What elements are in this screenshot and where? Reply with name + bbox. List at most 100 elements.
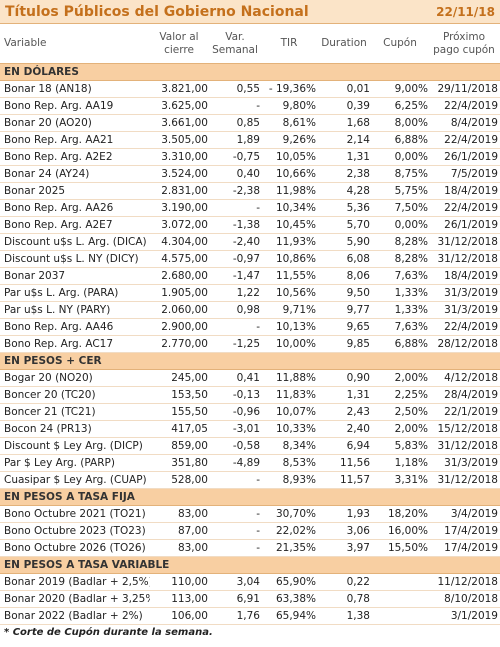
table-row: Bonar 20 (AO20) 3.661,00 0,85 8,61% 1,68 8,00… [0, 115, 500, 132]
cell: 3/1/2019 [450, 610, 498, 622]
cell: Bono Rep. Arg. AA46 [4, 321, 114, 333]
cell: - 19,36% [268, 83, 316, 95]
cell: 6,88% [394, 338, 428, 350]
cell: 9,50 [346, 287, 370, 299]
table-row: Bonar 2037 2.680,00 -1,47 11,55% 8,06 7,63% 18… [0, 268, 500, 285]
cell: 11,57 [339, 474, 370, 486]
section-header: EN DÓLARES [0, 64, 500, 81]
cell: -3,01 [232, 423, 260, 435]
cell: 6,94 [346, 440, 370, 452]
cell: 351,80 [171, 457, 208, 469]
cell: 22/1/2019 [444, 406, 498, 418]
header-row: Variable Valor al cierre Var. Semanal TIR Du… [0, 24, 500, 64]
table-row: Discount u$s L. NY (DICY) 4.575,00 -0,97 10… [0, 251, 500, 268]
cell: Par u$s L. NY (PARY) [4, 304, 111, 316]
table-row: Cuasipar $ Ley Arg. (CUAP) 528,00 - 8,93% 11… [0, 472, 500, 489]
cell: 528,00 [171, 474, 208, 486]
cell: 0,40 [236, 168, 260, 180]
cell: 1.905,00 [161, 287, 208, 299]
cell: 6,08 [346, 253, 370, 265]
cell: 2.060,00 [161, 304, 208, 316]
column-header: Próximo pago cupón [433, 30, 495, 56]
cell: 8,34% [282, 440, 316, 452]
table-row: Par u$s L. Arg. (PARA) 1.905,00 1,22 10,56%… [0, 285, 500, 302]
cell: 9,85 [346, 338, 370, 350]
cell: 0,78 [346, 593, 370, 605]
cell: 18/4/2019 [444, 270, 498, 282]
cell: 0,85 [236, 117, 260, 129]
cell: 10,66% [275, 168, 316, 180]
cell: 4.304,00 [161, 236, 208, 248]
cell: 1,22 [236, 287, 260, 299]
footnote: * Corte de Cupón durante la semana. [4, 627, 213, 638]
cell: 0,41 [236, 372, 260, 384]
cell: - [256, 508, 260, 520]
cell: 31/3/2019 [444, 457, 498, 469]
cell: 3.310,00 [161, 151, 208, 163]
column-header: TIR [280, 37, 298, 49]
cell: Discount u$s L. Arg. (DICA) [4, 236, 147, 248]
title: Títulos Públicos del Gobierno Nacional [5, 3, 309, 20]
cell: -0,75 [232, 151, 260, 163]
title-bar: Títulos Públicos del Gobierno Nacional 2… [0, 0, 500, 24]
cell: Bono Rep. Arg. AC17 [4, 338, 114, 350]
cell: 28/12/2018 [437, 338, 498, 350]
cell: 4/12/2018 [444, 372, 498, 384]
cell: Bonar 2022 (Badlar + 2%) [4, 610, 143, 622]
cell: 10,45% [275, 219, 316, 231]
cell: 0,00% [394, 151, 428, 163]
cell: 11,55% [275, 270, 316, 282]
table-row: Par $ Ley Arg. (PARP) 351,80 -4,89 8,53% 11,… [0, 455, 500, 472]
cell: 113,00 [171, 593, 208, 605]
cell: 10,07% [275, 406, 316, 418]
section-header: EN PESOS A TASA VARIABLE [0, 557, 500, 574]
cell: 9,77 [346, 304, 370, 316]
cell: 3/4/2019 [450, 508, 498, 520]
cell: 11,88% [275, 372, 316, 384]
column-header: Valor al cierre [159, 30, 199, 56]
cell: 1,31 [346, 151, 370, 163]
table-row: Bono Rep. Arg. AA21 3.505,00 1,89 9,26% 2,14… [0, 132, 500, 149]
cell: 9,00% [394, 83, 428, 95]
cell: Bono Rep. Arg. A2E7 [4, 219, 113, 231]
section-header: EN PESOS + CER [0, 353, 500, 370]
cell: 29/11/2018 [437, 83, 498, 95]
cell: Bonar 20 (AO20) [4, 117, 92, 129]
cell: 0,01 [346, 83, 370, 95]
cell: 10,33% [275, 423, 316, 435]
cell: 22/4/2019 [444, 321, 498, 333]
cell: 153,50 [171, 389, 208, 401]
cell: 3,06 [346, 525, 370, 537]
cell: 8,93% [282, 474, 316, 486]
cell: 10,13% [275, 321, 316, 333]
cell: 1,31 [346, 389, 370, 401]
column-header: Cupón [383, 37, 417, 49]
cell: 11,93% [275, 236, 316, 248]
cell: 2.680,00 [161, 270, 208, 282]
cell: Cuasipar $ Ley Arg. (CUAP) [4, 474, 147, 486]
cell: -0,96 [232, 406, 260, 418]
cell: Boncer 20 (TC20) [4, 389, 96, 401]
cell: 11,98% [275, 185, 316, 197]
cell: Bonar 2020 (Badlar + 3,25% [4, 593, 150, 605]
cell: 2,40 [346, 423, 370, 435]
cell: Discount u$s L. NY (DICY) [4, 253, 139, 265]
cell: 4,28 [346, 185, 370, 197]
cell: 5,70 [346, 219, 370, 231]
table-row: Boncer 21 (TC21) 155,50 -0,96 10,07% 2,43 2,5… [0, 404, 500, 421]
cell: 5,75% [394, 185, 428, 197]
cell: 22/4/2019 [444, 100, 498, 112]
cell: 8/10/2018 [444, 593, 498, 605]
cell: 2,50% [394, 406, 428, 418]
cell: 11,56 [339, 457, 370, 469]
cell: 22/4/2019 [444, 134, 498, 146]
cell: 8,06 [346, 270, 370, 282]
cell: 18,20% [387, 508, 428, 520]
cell: 31/12/2018 [437, 253, 498, 265]
cell: 6,25% [394, 100, 428, 112]
cell: 3.072,00 [161, 219, 208, 231]
cell: 16,00% [387, 525, 428, 537]
table: Variable Valor al cierre Var. Semanal TIR Du… [0, 24, 500, 625]
cell: Bonar 2019 (Badlar + 2,5%) [4, 576, 150, 588]
cell: 31/3/2019 [444, 287, 498, 299]
